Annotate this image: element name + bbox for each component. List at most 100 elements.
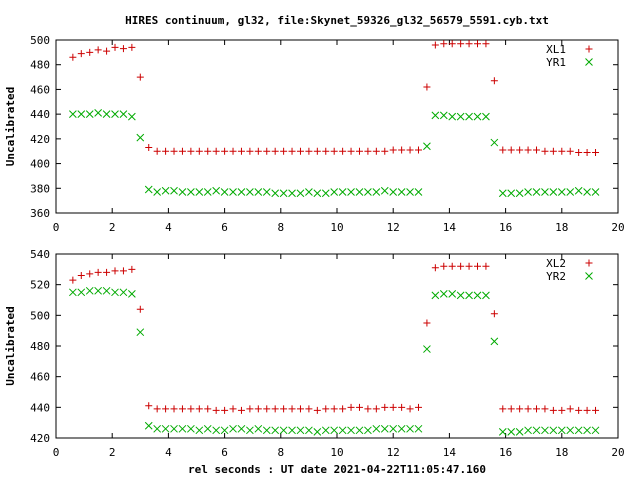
data-point — [288, 147, 296, 155]
data-point — [86, 48, 94, 56]
data-point — [128, 265, 136, 273]
data-point — [474, 40, 481, 48]
data-point — [111, 288, 119, 297]
data-point — [406, 188, 414, 196]
data-point — [566, 147, 574, 155]
data-point — [296, 189, 305, 198]
data-point — [457, 40, 465, 48]
data-point — [279, 426, 288, 435]
data-point — [288, 405, 296, 413]
data-point — [144, 421, 153, 430]
y-tick-label: 360 — [30, 207, 50, 220]
data-point — [482, 40, 490, 48]
data-point — [170, 147, 178, 155]
data-point — [524, 188, 532, 196]
legend-label: XL2 — [546, 257, 566, 270]
data-point — [246, 426, 254, 435]
data-point — [136, 73, 144, 81]
data-point — [229, 147, 237, 155]
data-point — [86, 270, 94, 278]
data-point — [532, 426, 541, 435]
data-point — [145, 144, 153, 152]
data-point — [280, 405, 288, 413]
data-point — [482, 112, 490, 121]
data-point — [490, 138, 499, 147]
data-point — [170, 405, 178, 413]
data-point — [591, 188, 600, 196]
data-point — [178, 147, 186, 155]
data-point — [161, 424, 170, 433]
x-tick-label: 6 — [221, 446, 228, 459]
data-point — [549, 426, 558, 435]
data-point — [111, 110, 119, 118]
legend-label: YR2 — [546, 270, 566, 283]
data-point — [288, 189, 296, 198]
data-point — [103, 268, 111, 276]
data-point — [423, 142, 431, 151]
x-tick-label: 20 — [611, 221, 624, 234]
y-tick-label: 480 — [30, 340, 50, 353]
data-point — [397, 424, 406, 433]
data-point — [583, 148, 591, 156]
data-point — [246, 405, 254, 413]
data-point — [153, 188, 162, 196]
data-point — [398, 403, 406, 411]
data-point — [380, 186, 389, 195]
data-point — [533, 405, 541, 413]
y-tick-label: 420 — [30, 133, 50, 146]
data-point — [221, 147, 229, 155]
x-tick-label: 10 — [330, 221, 343, 234]
legend-label: XL1 — [546, 43, 566, 56]
data-point — [212, 147, 220, 155]
data-point — [229, 424, 237, 433]
data-point — [305, 188, 313, 196]
data-point — [212, 186, 221, 195]
data-point — [246, 147, 254, 155]
data-point — [229, 188, 237, 196]
data-point — [313, 428, 322, 436]
data-point — [262, 426, 271, 435]
data-point — [313, 406, 321, 414]
data-point — [102, 286, 111, 295]
data-point — [347, 147, 355, 155]
x-tick-label: 8 — [277, 221, 284, 234]
data-point — [162, 405, 170, 413]
x-tick-label: 20 — [611, 446, 624, 459]
data-point — [144, 185, 153, 194]
data-point — [170, 424, 178, 433]
data-point — [372, 405, 380, 413]
data-point — [380, 424, 389, 433]
data-point — [482, 262, 490, 270]
data-point — [94, 286, 103, 295]
data-point — [566, 405, 574, 413]
data-point — [254, 424, 263, 433]
data-point — [431, 111, 440, 120]
data-point — [69, 288, 77, 297]
data-point — [381, 147, 389, 155]
data-point — [498, 189, 507, 198]
data-point — [136, 305, 144, 313]
data-point — [431, 41, 439, 49]
data-point — [339, 405, 347, 413]
data-point — [330, 426, 339, 435]
data-point — [541, 188, 549, 196]
data-point — [423, 345, 431, 353]
data-point — [296, 426, 305, 435]
data-point — [364, 426, 372, 435]
data-point — [94, 46, 102, 54]
data-point — [271, 426, 280, 435]
data-point — [77, 110, 86, 118]
chart-title: HIRES continuum, gl32, file:Skynet_59326… — [125, 14, 549, 27]
data-point — [381, 403, 389, 411]
data-point — [558, 406, 566, 414]
data-point — [305, 426, 313, 435]
data-point — [507, 428, 516, 436]
data-point — [448, 290, 457, 298]
data-point — [575, 406, 583, 414]
data-point — [77, 50, 85, 58]
y-tick-label: 380 — [30, 182, 50, 195]
data-point — [465, 291, 473, 300]
data-point — [448, 262, 456, 270]
data-point — [322, 405, 330, 413]
